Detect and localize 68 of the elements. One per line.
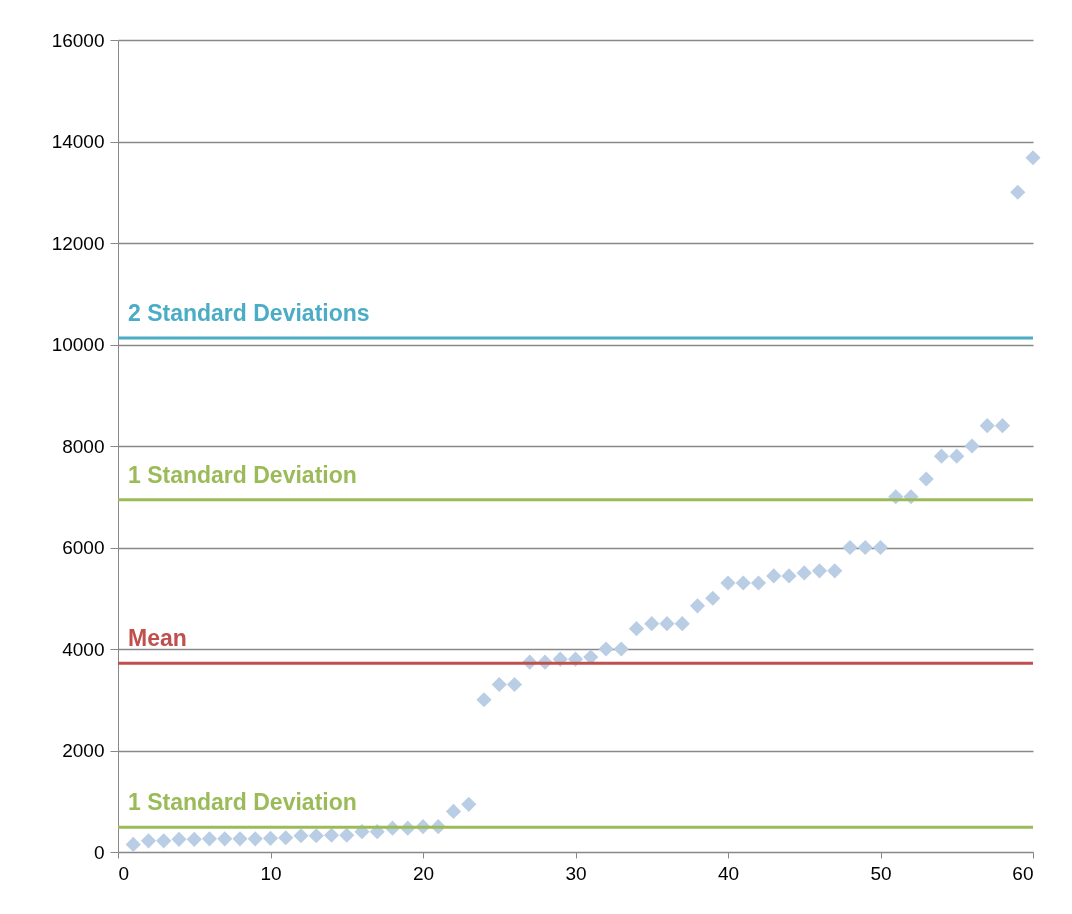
point (750, 575, 767, 591)
point (171, 831, 187, 847)
x-tick-label: 30 (565, 862, 587, 884)
x-tick-label: 60 (1012, 862, 1034, 884)
x-tick-label: 50 (870, 862, 892, 884)
point (918, 471, 934, 487)
point (857, 539, 873, 556)
point (156, 833, 172, 849)
point (689, 598, 706, 614)
point (628, 621, 645, 637)
point (842, 539, 858, 556)
point (445, 803, 462, 819)
y-tick-label: 2000 (62, 740, 105, 761)
point (1025, 150, 1041, 166)
x-tick-label: 0 (118, 862, 130, 884)
point (140, 833, 157, 849)
point (613, 641, 629, 657)
point (491, 676, 507, 693)
point (583, 649, 599, 665)
point (964, 438, 980, 454)
point (293, 828, 309, 844)
point (949, 448, 965, 464)
y-tick-label: 4000 (62, 638, 105, 660)
ref-line-label: 2 Standard Deviations (128, 299, 370, 326)
point (872, 539, 889, 556)
point (598, 641, 614, 657)
point (278, 830, 294, 846)
point (201, 831, 218, 847)
point (735, 575, 751, 591)
point (217, 831, 233, 847)
y-tick-label: 6000 (62, 537, 105, 558)
y-tick-label: 0 (93, 841, 105, 863)
point (766, 568, 782, 584)
point (262, 830, 279, 846)
point (674, 616, 690, 632)
point (827, 563, 843, 579)
point (659, 616, 675, 632)
point (933, 448, 950, 464)
point (247, 831, 263, 847)
point (476, 692, 492, 708)
y-tick-label: 16000 (51, 29, 105, 51)
point (811, 563, 828, 579)
point (644, 616, 660, 632)
point (232, 831, 248, 847)
point (796, 565, 812, 581)
point (994, 418, 1011, 434)
point (339, 827, 355, 843)
x-tick-label: 40 (717, 862, 740, 884)
point (308, 828, 324, 844)
ref-line-label: 1 Standard Deviation (128, 461, 357, 488)
point (323, 827, 340, 843)
ref-line-label: 1 Standard Deviation (128, 789, 357, 816)
point (186, 831, 202, 847)
point (1010, 184, 1026, 200)
point (720, 575, 736, 591)
y-tick-label: 8000 (62, 435, 105, 457)
point (461, 796, 477, 812)
point (506, 676, 523, 693)
x-tick-label: 20 (412, 862, 435, 884)
point (979, 418, 995, 434)
ref-line-label: Mean (128, 625, 187, 652)
x-tick-label: 10 (260, 862, 282, 884)
point (781, 568, 797, 584)
y-tick-label: 14000 (51, 131, 105, 152)
y-tick-label: 12000 (51, 232, 105, 254)
y-tick-label: 10000 (51, 334, 105, 355)
point (705, 590, 721, 606)
point (125, 836, 141, 852)
